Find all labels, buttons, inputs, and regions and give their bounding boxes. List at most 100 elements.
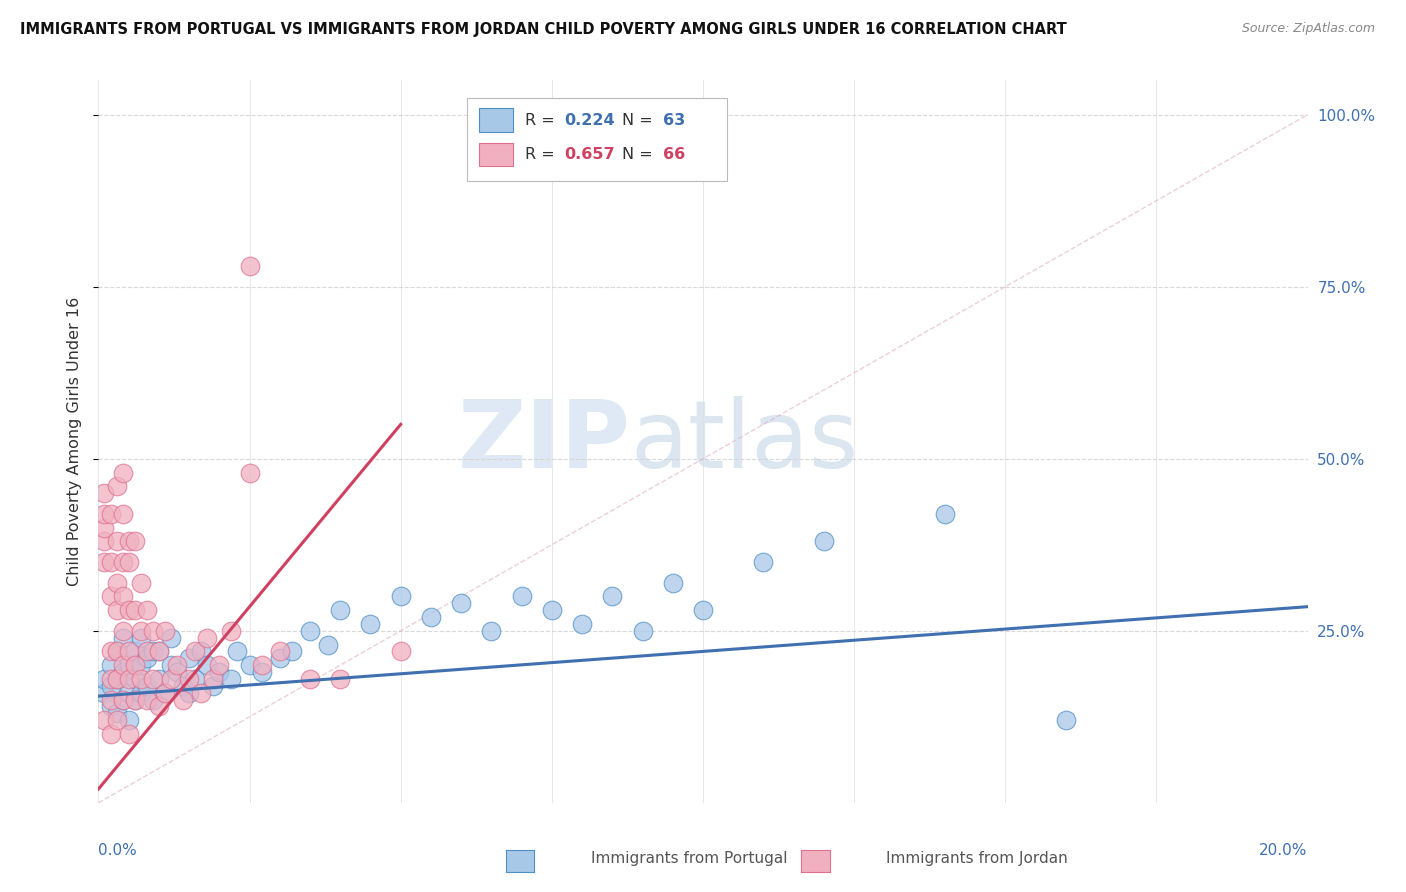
Point [179,686,201,700]
Point [250,665,273,679]
Point [135,679,157,693]
Point [93,713,115,727]
Point [420,610,443,624]
Point [100,555,122,569]
Point [135,651,157,665]
Point [124,672,146,686]
Point [239,658,262,673]
Point [105,706,128,721]
FancyBboxPatch shape [467,98,727,181]
Point [111,665,134,679]
Text: 0.224: 0.224 [564,112,614,128]
Point [129,624,152,638]
Point [202,672,225,686]
Point [105,644,128,658]
Point [934,507,956,521]
Point [389,590,412,604]
Point [129,686,152,700]
Text: R =: R = [526,147,560,162]
Text: Immigrants from Portugal: Immigrants from Portugal [591,851,787,865]
Point [105,534,128,549]
Point [540,603,562,617]
Point [111,658,134,673]
Point [118,713,141,727]
Point [111,507,134,521]
Point [481,624,503,638]
Text: 66: 66 [664,147,685,162]
Point [100,672,122,686]
Point [135,603,157,617]
Point [142,624,165,638]
Point [752,555,775,569]
Point [118,727,141,741]
Point [226,644,249,658]
Point [105,672,128,686]
Text: 0.657: 0.657 [564,147,614,162]
Point [118,534,141,549]
Point [389,644,412,658]
Point [631,624,654,638]
Point [105,575,128,590]
Point [118,555,141,569]
Point [100,658,122,673]
Point [124,534,146,549]
Point [190,644,212,658]
Point [571,616,593,631]
Point [124,692,146,706]
Point [166,665,188,679]
Point [118,644,141,658]
Point [692,603,714,617]
Text: R =: R = [526,112,560,128]
Point [129,631,152,645]
Point [166,658,188,673]
Point [129,575,152,590]
Point [118,658,141,673]
Text: Immigrants from Jordan: Immigrants from Jordan [886,851,1067,865]
Point [510,590,533,604]
Point [100,679,122,693]
Point [124,692,146,706]
Point [142,672,165,686]
Text: N =: N = [621,147,658,162]
Point [172,679,194,693]
Point [329,672,352,686]
Point [111,692,134,706]
Point [450,596,472,610]
Point [160,658,183,673]
Text: IMMIGRANTS FROM PORTUGAL VS IMMIGRANTS FROM JORDAN CHILD POVERTY AMONG GIRLS UND: IMMIGRANTS FROM PORTUGAL VS IMMIGRANTS F… [20,22,1066,37]
Point [160,672,183,686]
Point [179,672,201,686]
Point [111,555,134,569]
Point [221,672,243,686]
Point [269,651,291,665]
Point [100,692,122,706]
Text: 0.0%: 0.0% [98,843,138,857]
Point [202,679,225,693]
Point [124,658,146,673]
Point [195,631,218,645]
Point [172,692,194,706]
Point [111,590,134,604]
Point [1054,713,1077,727]
Point [93,520,115,534]
Point [299,624,322,638]
Point [148,644,170,658]
Point [148,699,170,714]
Text: 20.0%: 20.0% [1260,843,1308,857]
Text: 63: 63 [664,112,685,128]
Point [105,713,128,727]
Point [153,686,176,700]
Point [148,672,170,686]
Point [316,638,339,652]
Point [184,672,207,686]
Point [124,603,146,617]
Point [184,644,207,658]
Text: ZIP: ZIP [457,395,630,488]
Point [360,616,382,631]
Point [129,672,152,686]
Point [602,590,624,604]
Point [105,672,128,686]
Point [269,644,291,658]
Text: Source: ZipAtlas.com: Source: ZipAtlas.com [1241,22,1375,36]
Text: atlas: atlas [630,395,859,488]
